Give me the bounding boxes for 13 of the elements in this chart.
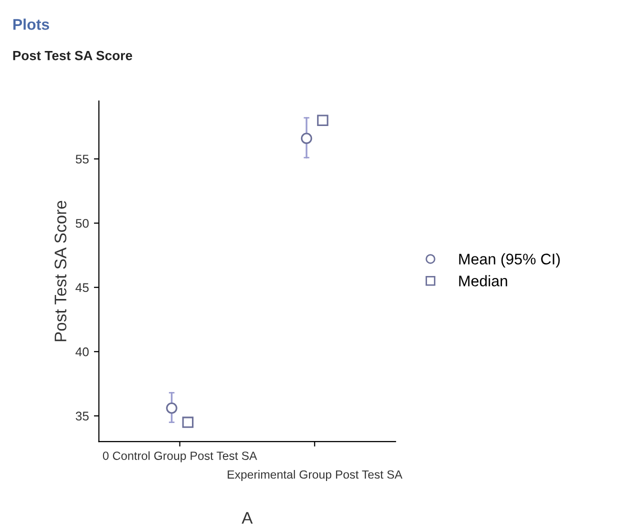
legend-label: Mean (95% CI) xyxy=(459,253,560,268)
x-axis-title: A xyxy=(242,512,253,524)
y-tick-label: 55 xyxy=(76,154,89,164)
x-tick-label: 0 Control Group Post Test SA xyxy=(102,451,258,462)
y-tick-label: 40 xyxy=(76,347,89,356)
chart-title: Plots xyxy=(13,18,50,30)
x-tick-label: Experimental Group Post Test SA xyxy=(228,470,402,482)
y-tick-label: 35 xyxy=(76,412,89,421)
legend-label: Median xyxy=(459,275,508,286)
y-tick-label: 50 xyxy=(76,218,89,228)
y-axis-title: Post Test SA Score xyxy=(54,200,66,342)
y-tick-label: 45 xyxy=(76,283,89,292)
chart-subtitle: Post Test SA Score xyxy=(13,50,132,60)
